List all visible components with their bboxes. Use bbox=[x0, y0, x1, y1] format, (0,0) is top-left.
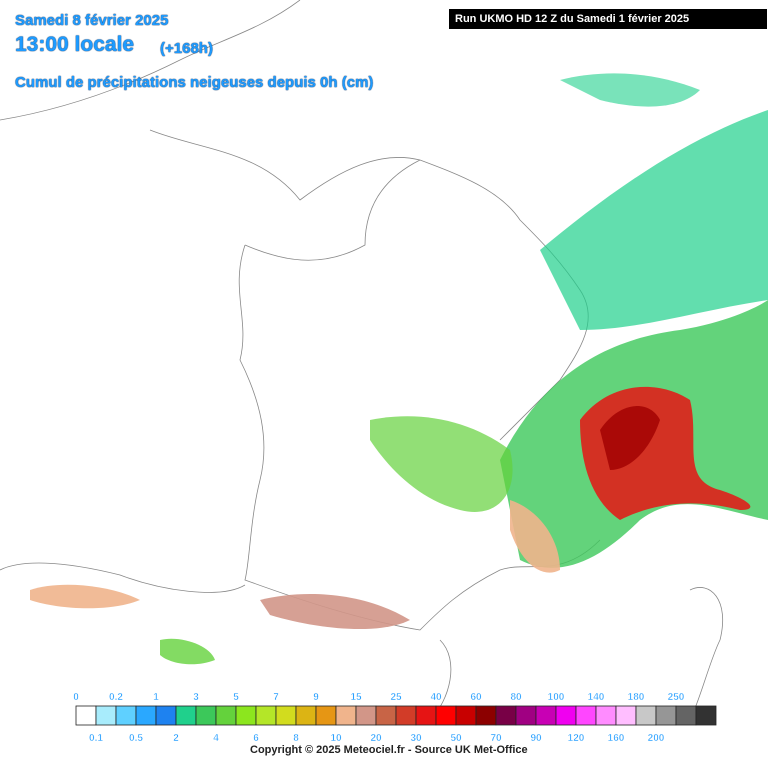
legend-label: 6 bbox=[253, 733, 259, 744]
legend-swatch bbox=[115, 705, 137, 726]
legend-label: 2 bbox=[173, 733, 179, 744]
legend-label: 0 bbox=[73, 692, 79, 703]
snow-areas bbox=[30, 73, 768, 665]
legend-swatch bbox=[515, 705, 537, 726]
legend-swatch bbox=[175, 705, 197, 726]
legend-swatch bbox=[195, 705, 217, 726]
legend-label: 180 bbox=[628, 692, 645, 703]
legend-swatch bbox=[255, 705, 277, 726]
lead-time: (+168h) bbox=[160, 40, 213, 57]
legend-swatch bbox=[595, 705, 617, 726]
legend-swatch bbox=[395, 705, 417, 726]
legend-swatch bbox=[295, 705, 317, 726]
legend-swatch bbox=[475, 705, 497, 726]
legend-label: 0.5 bbox=[129, 733, 143, 744]
legend-swatch bbox=[575, 705, 597, 726]
legend-swatch bbox=[275, 705, 297, 726]
legend-swatch bbox=[535, 705, 557, 726]
legend-label: 9 bbox=[313, 692, 319, 703]
legend-swatch bbox=[235, 705, 257, 726]
legend-swatch bbox=[135, 705, 157, 726]
legend-label: 40 bbox=[430, 692, 442, 703]
legend-swatch bbox=[435, 705, 457, 726]
legend-swatch bbox=[675, 705, 697, 726]
legend-swatch bbox=[555, 705, 577, 726]
legend-label: 250 bbox=[668, 692, 685, 703]
legend-label: 0.2 bbox=[109, 692, 123, 703]
legend-label: 50 bbox=[450, 733, 462, 744]
legend-label: 5 bbox=[233, 692, 239, 703]
legend-label: 8 bbox=[293, 733, 299, 744]
legend-swatch bbox=[415, 705, 437, 726]
legend-label: 10 bbox=[330, 733, 342, 744]
legend-swatch bbox=[75, 705, 97, 726]
legend-label: 0.1 bbox=[89, 733, 103, 744]
legend-swatch bbox=[335, 705, 357, 726]
date: Samedi 8 février 2025 bbox=[15, 12, 169, 29]
legend-swatch bbox=[635, 705, 657, 726]
legend-label: 1 bbox=[153, 692, 159, 703]
legend-label: 160 bbox=[608, 733, 625, 744]
legend-label: 15 bbox=[350, 692, 362, 703]
local-time: 13:00 locale bbox=[15, 33, 135, 56]
legend-swatch bbox=[495, 705, 517, 726]
legend-swatch bbox=[215, 705, 237, 726]
legend-label: 90 bbox=[530, 733, 542, 744]
legend-swatch bbox=[355, 705, 377, 726]
legend: 0 0.2 1 3 5 7 9 15 25 40 60 80 100 140 180 250 0.1 0.5 2 4 6… bbox=[73, 692, 717, 744]
legend-label: 25 bbox=[390, 692, 402, 703]
copyright: Copyright © 2025 Meteociel.fr - Source U… bbox=[250, 744, 528, 756]
borders bbox=[0, 0, 724, 721]
legend-label: 200 bbox=[648, 733, 665, 744]
legend-label: 3 bbox=[193, 692, 199, 703]
legend-swatch bbox=[315, 705, 337, 726]
legend-label: 70 bbox=[490, 733, 502, 744]
legend-swatch bbox=[655, 705, 677, 726]
legend-label: 80 bbox=[510, 692, 522, 703]
legend-swatch bbox=[375, 705, 397, 726]
legend-swatch bbox=[615, 705, 637, 726]
legend-label: 7 bbox=[273, 692, 279, 703]
legend-swatch bbox=[155, 705, 177, 726]
legend-label: 120 bbox=[568, 733, 585, 744]
legend-swatch bbox=[455, 705, 477, 726]
legend-swatch bbox=[95, 705, 117, 726]
legend-label: 4 bbox=[213, 733, 219, 744]
legend-label: 140 bbox=[588, 692, 605, 703]
subtitle: Cumul de précipitations neigeuses depuis… bbox=[15, 74, 374, 91]
legend-label: 30 bbox=[410, 733, 422, 744]
legend-label: 100 bbox=[548, 692, 565, 703]
legend-label: 60 bbox=[470, 692, 482, 703]
legend-swatch bbox=[695, 705, 717, 726]
run-info: Run UKMO HD 12 Z du Samedi 1 février 202… bbox=[449, 9, 767, 29]
legend-label: 20 bbox=[370, 733, 382, 744]
